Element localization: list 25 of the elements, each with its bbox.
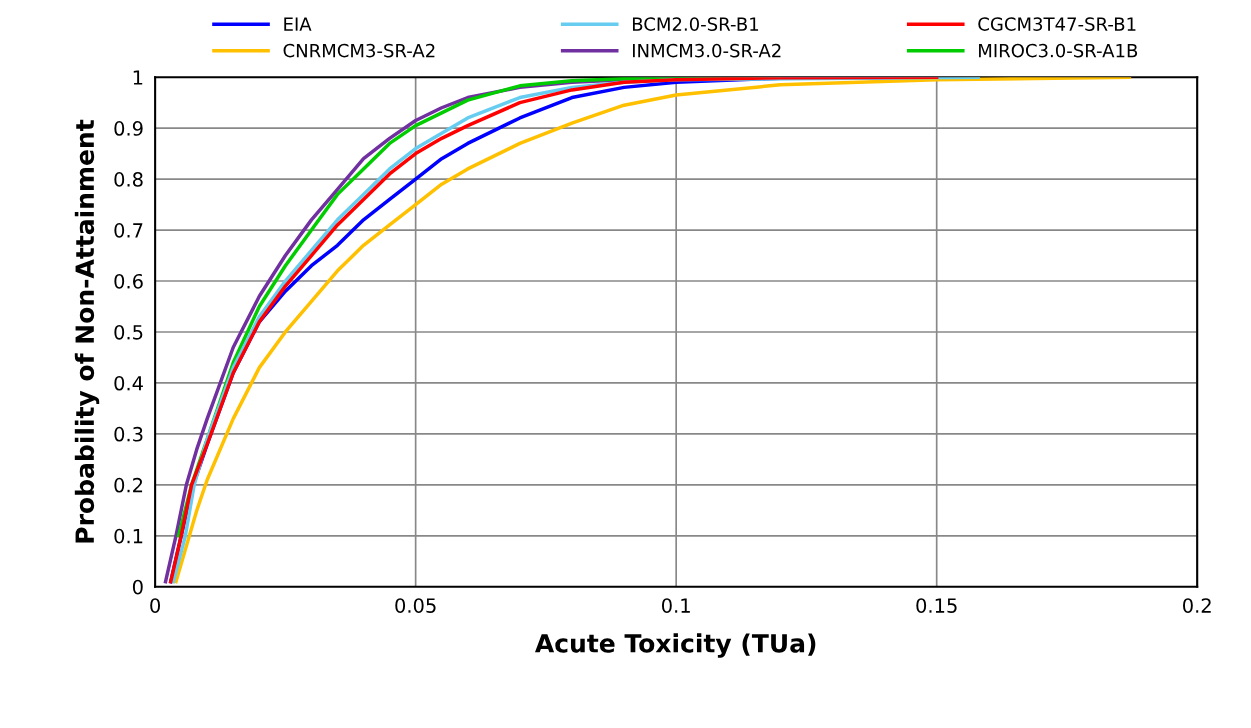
legend-label: CNRMCM3-SR-A2 — [283, 43, 435, 58]
legend-label: INMCM3.0-SR-A2 — [632, 43, 781, 58]
x-tick-label: 0 — [150, 598, 161, 613]
x-tick-label: 0.2 — [1183, 598, 1211, 613]
legend-label: CGCM3T47-SR-B1 — [978, 17, 1136, 31]
y-tick-label: 0.9 — [114, 121, 143, 136]
y-tick-label: 0.7 — [114, 223, 143, 238]
x-axis-title: Acute Toxicity (TUa) — [534, 633, 816, 658]
y-tick-label: 0 — [132, 579, 143, 595]
y-tick-label: 0.3 — [114, 426, 143, 442]
y-tick-label: 0.5 — [114, 324, 143, 340]
x-tick-label: 0.15 — [916, 598, 957, 613]
y-tick-label: 0.2 — [114, 477, 143, 493]
y-tick-label: 0.8 — [114, 172, 143, 187]
x-tick-label: 0.05 — [395, 598, 436, 613]
y-tick-label: 0.6 — [114, 273, 143, 289]
legend-label: EIA — [284, 17, 312, 31]
y-tick-label: 1 — [133, 70, 143, 85]
legend-label: MIROC3.0-SR-A1B — [979, 43, 1138, 58]
y-tick-label: 0.1 — [114, 528, 143, 544]
legend-label: BCM2.0-SR-B1 — [632, 17, 759, 31]
x-tick-label: 0.1 — [661, 598, 690, 613]
line-series — [174, 77, 1132, 584]
y-tick-label: 0.4 — [114, 375, 143, 391]
y-axis-title: Probability of Non-Attainment — [74, 119, 100, 543]
